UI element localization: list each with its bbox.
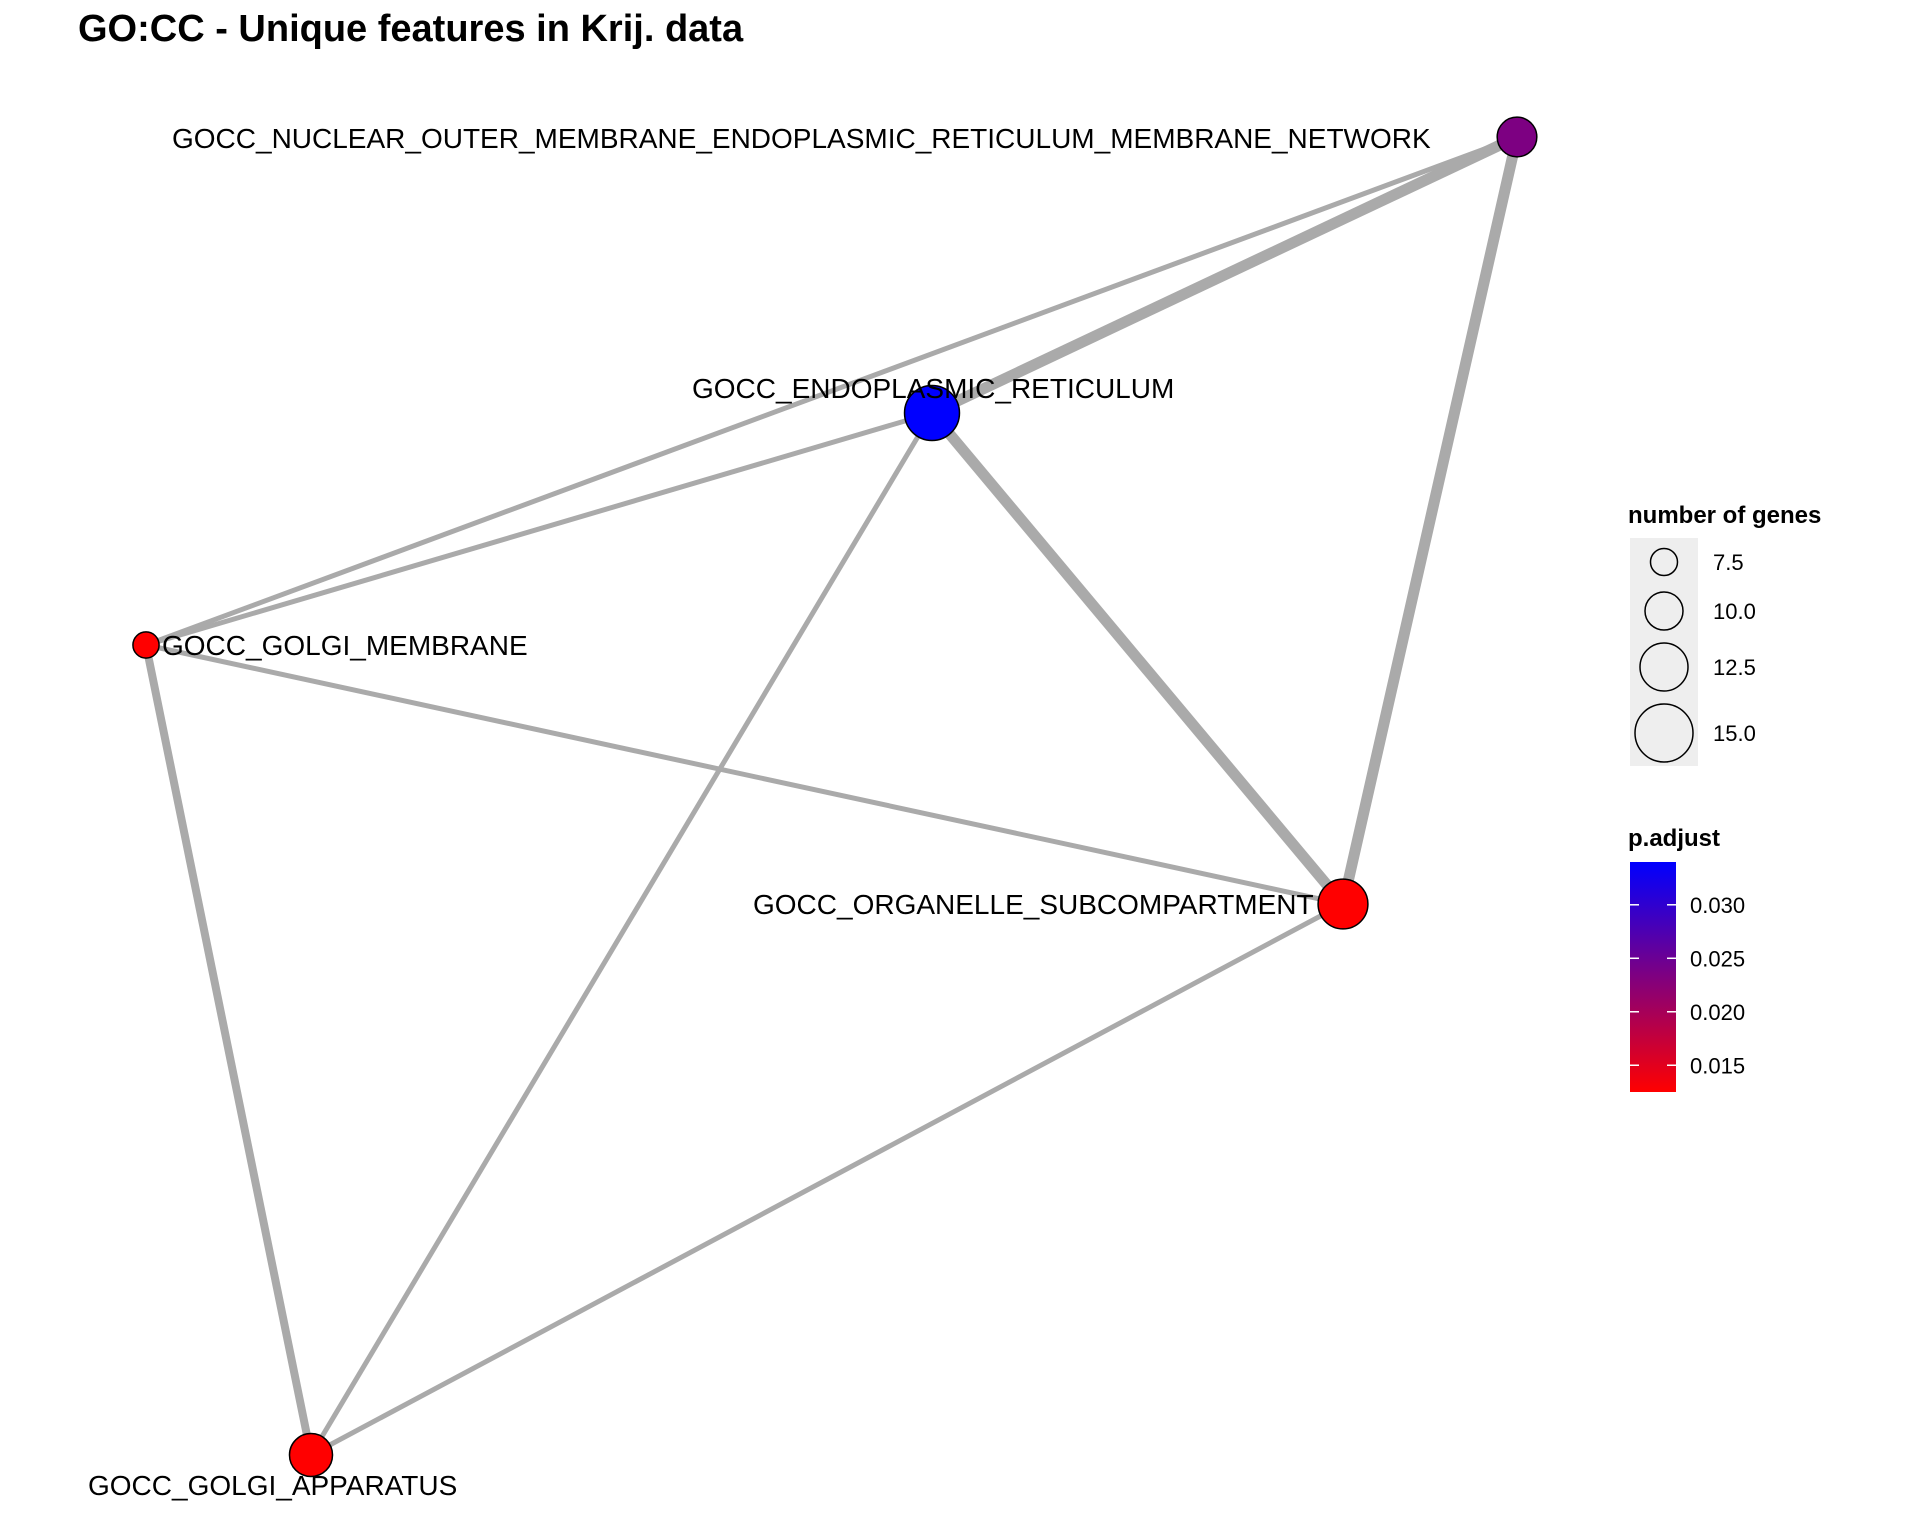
edges-layer (142, 132, 1523, 1458)
legend-color-title: p.adjust (1628, 825, 1720, 852)
legend-color-bar (1630, 862, 1676, 1092)
node-label-n5: GOCC_GOLGI_APPARATUS (88, 1470, 457, 1501)
edge-n2-n5 (308, 411, 935, 1457)
legend-size-circle-2 (1639, 642, 1689, 692)
edge-n1-n3 (145, 134, 1518, 648)
legend-size-label-0: 7.5 (1713, 550, 1744, 575)
node-n4 (1317, 878, 1369, 930)
legend-size-title: number of genes (1628, 502, 1821, 529)
legend-size-label-2: 12.5 (1713, 655, 1756, 680)
node-label-n4: GOCC_ORGANELLE_SUBCOMPARTMENT (753, 889, 1314, 920)
legend-size-circle-3 (1634, 703, 1694, 763)
legend-size-label-3: 15.0 (1713, 721, 1756, 746)
edge-n3-n5 (142, 644, 315, 1456)
node-label-n3: GOCC_GOLGI_MEMBRANE (162, 630, 528, 661)
nodes-layer (132, 116, 1538, 1478)
edge-n1-n2 (929, 132, 1520, 418)
edge-n3-n4 (145, 642, 1344, 907)
legend-number-of-genes: number of genes 7.5 10.0 12.5 15.0 (1628, 502, 1821, 766)
edge-n4-n5 (309, 901, 1345, 1458)
legend-color-label-2: 0.020 (1690, 1000, 1745, 1025)
legend-p-adjust: p.adjust 0.030 0.025 0.020 0.015 (1628, 825, 1745, 1092)
node-label-n1: GOCC_NUCLEAR_OUTER_MEMBRANE_ENDOPLASMIC_… (172, 123, 1431, 154)
node-label-n2: GOCC_ENDOPLASMIC_RETICULUM (692, 373, 1174, 404)
legend-size-circle-0 (1649, 547, 1679, 577)
edge-n1-n4 (1337, 135, 1523, 906)
legend-color-label-0: 0.030 (1690, 893, 1745, 918)
node-n2 (903, 384, 961, 442)
labels-layer: GOCC_NUCLEAR_OUTER_MEMBRANE_ENDOPLASMIC_… (88, 123, 1431, 1501)
chart-title: GO:CC - Unique features in Krij. data (78, 8, 744, 50)
edge-n2-n3 (145, 410, 933, 648)
node-n5 (288, 1432, 334, 1478)
legend-size-circle-1 (1644, 591, 1684, 631)
legend-color-label-3: 0.015 (1690, 1053, 1745, 1078)
legend-color-label-1: 0.025 (1690, 946, 1745, 971)
node-n3 (132, 631, 160, 659)
edge-n2-n4 (927, 409, 1348, 908)
node-n1 (1496, 116, 1538, 158)
legend-size-label-1: 10.0 (1713, 599, 1756, 624)
